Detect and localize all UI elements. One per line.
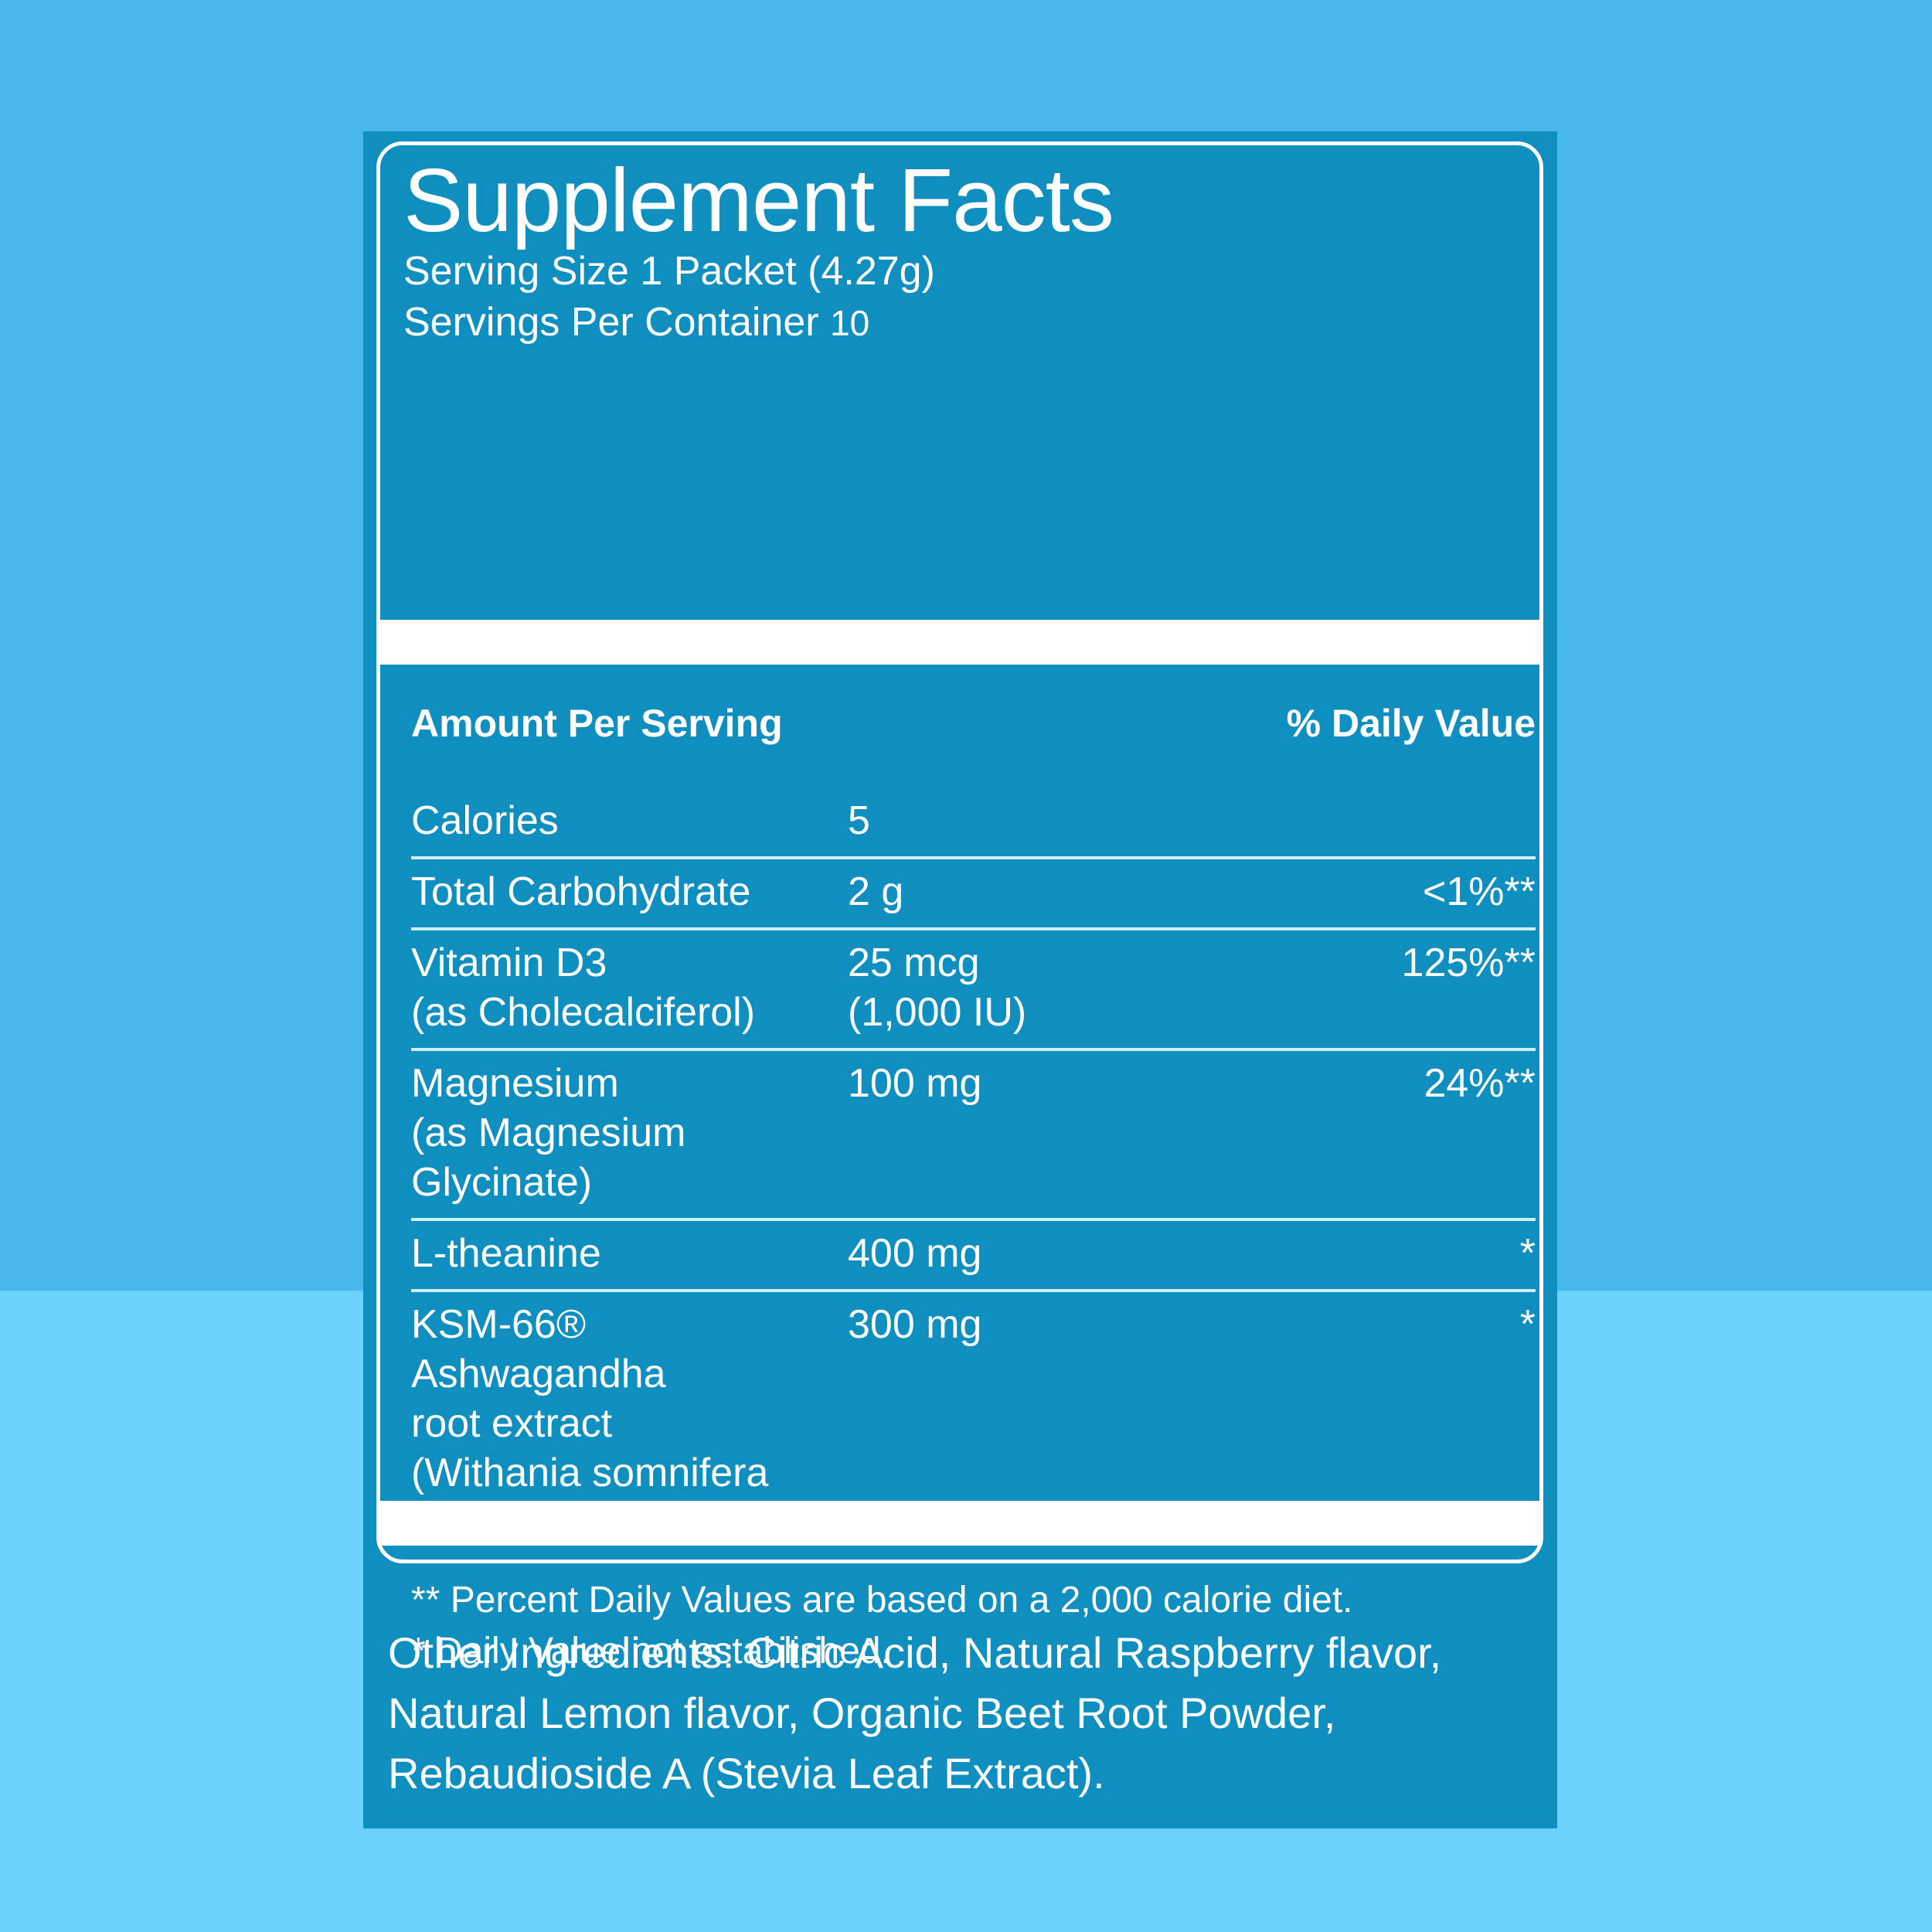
nutrient-source: root extract xyxy=(411,1401,613,1446)
nutrient-amount-group: 25 mcg (1,000 IU) xyxy=(848,938,1103,1037)
nutrient-amount: 5 xyxy=(848,798,870,843)
nutrient-daily-value: 24%** xyxy=(1423,1061,1536,1106)
nutrition-table: Amount Per Serving % Daily Value Calorie… xyxy=(411,688,1536,1558)
page-title: Supplement Facts xyxy=(403,150,1114,250)
supplement-facts-panel: Supplement Facts Serving Size 1 Packet (… xyxy=(363,131,1557,1828)
nutrient-name: Magnesium xyxy=(411,1061,619,1106)
row-divider xyxy=(411,1048,1536,1051)
nutrient-daily-value: * xyxy=(1519,1231,1536,1276)
table-row: KSM-66® Ashwagandha root extract (Withan… xyxy=(411,1289,1536,1558)
row-divider xyxy=(411,927,1536,930)
nutrient-name: Total Carbohydrate xyxy=(411,869,751,914)
nutrient-source: (as Cholecalciferol) xyxy=(411,990,756,1035)
footnote-percent-daily-values: ** Percent Daily Values are based on a 2… xyxy=(411,1580,1353,1621)
nutrient-daily-value: <1%** xyxy=(1423,869,1536,914)
nutrient-name: Vitamin D3 xyxy=(411,940,607,985)
nutrient-name: L-theanine xyxy=(411,1231,601,1276)
supplement-facts-header: Supplement Facts Serving Size 1 Packet (… xyxy=(403,155,1524,349)
nutrient-amount: 300 mg xyxy=(848,1302,982,1347)
nutrient-name-group: Magnesium (as Magnesium Glycinate) xyxy=(411,1059,848,1207)
section-divider-top xyxy=(380,620,1539,665)
nutrient-daily-value: * xyxy=(1519,1302,1536,1347)
nutrient-amount: 400 mg xyxy=(848,1231,982,1276)
table-row: L-theanine 400 mg * xyxy=(411,1218,1536,1289)
section-divider-bottom xyxy=(380,1501,1539,1546)
nutrient-name-group: Vitamin D3 (as Cholecalciferol) xyxy=(411,938,848,1037)
row-divider xyxy=(411,1218,1536,1221)
nutrient-amount: 25 mcg xyxy=(848,940,980,985)
table-row: Calories 5 xyxy=(411,765,1536,856)
table-header-row: Amount Per Serving % Daily Value xyxy=(411,688,1536,765)
row-divider xyxy=(411,856,1536,859)
nutrient-amount: 2 g xyxy=(848,869,904,914)
nutrient-name: Calories xyxy=(411,798,559,843)
footnotes: ** Percent Daily Values are based on a 2… xyxy=(411,1575,1524,1677)
serving-size-label: Serving Size 1 Packet (4.27g) xyxy=(403,249,935,294)
serving-size-line: Serving Size 1 Packet (4.27g) xyxy=(403,246,1524,297)
nutrient-amount-alt: (1,000 IU) xyxy=(848,990,1027,1035)
table-row: Vitamin D3 (as Cholecalciferol) 25 mcg (… xyxy=(411,927,1536,1048)
servings-per-container-label: Servings Per Container xyxy=(403,300,819,345)
nutrient-source: (as Magnesium Glycinate) xyxy=(411,1111,686,1205)
row-divider xyxy=(411,1289,1536,1292)
servings-per-container-value: 10 xyxy=(830,303,870,343)
servings-per-container-line: Servings Per Container 10 xyxy=(403,297,1524,349)
footnote-daily-value-not-established: * Daily Value not established. xyxy=(411,1631,891,1672)
table-row: Total Carbohydrate 2 g <1%** xyxy=(411,856,1536,927)
other-ingredients-text: Other Ingredients: Citric Acid, Natural … xyxy=(388,1628,1442,1798)
nutrient-amount: 100 mg xyxy=(848,1061,982,1106)
nutrient-name: KSM-66® Ashwagandha xyxy=(411,1302,666,1396)
table-row: Magnesium (as Magnesium Glycinate) 100 m… xyxy=(411,1048,1536,1218)
column-header-percent-daily-value: % Daily Value xyxy=(1286,702,1536,745)
nutrient-name-group: KSM-66® Ashwagandha root extract (Withan… xyxy=(411,1300,848,1547)
column-header-amount-per-serving: Amount Per Serving xyxy=(411,702,783,745)
nutrient-daily-value: 125%** xyxy=(1401,940,1536,985)
